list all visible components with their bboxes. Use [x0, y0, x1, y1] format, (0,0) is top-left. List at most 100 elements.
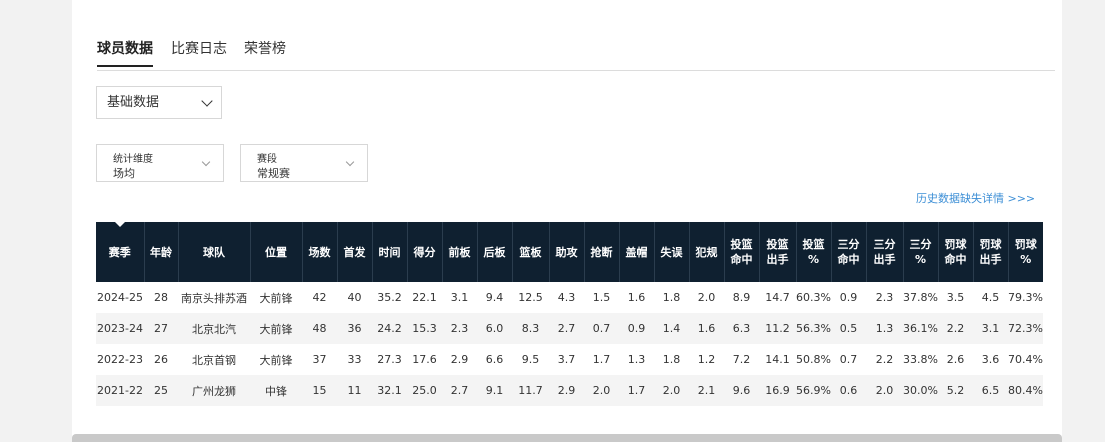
column-header[interactable]: 前板	[442, 222, 478, 282]
table-cell: 1.6	[689, 313, 724, 344]
column-header[interactable]: 罚球 命中	[938, 222, 974, 282]
table-cell: 1.7	[592, 353, 611, 366]
column-header[interactable]: 投篮 出手	[759, 222, 797, 282]
column-header[interactable]: 投篮 命中	[724, 222, 760, 282]
table-cell: 56.3%	[796, 313, 831, 344]
column-header[interactable]: 三分 出手	[866, 222, 904, 282]
table-row: 2022-23 26 北京首钢 大前锋 37 33 27.3 17.6 2.9 6.6 9.5 3.7…	[96, 344, 1043, 375]
table-cell: 4.3	[557, 291, 576, 304]
table-cell: 33.8%	[903, 353, 938, 366]
column-header[interactable]: 罚球%	[1008, 222, 1043, 282]
table-cell: 1.5	[592, 291, 611, 304]
table-cell: 1.3	[627, 353, 646, 366]
history-data-missing-link[interactable]: 历史数据缺失详情 >>>	[916, 192, 1036, 205]
table-cell: 42	[312, 291, 327, 304]
table-cell: 9.4	[485, 291, 504, 304]
column-header[interactable]: 抢断	[584, 222, 620, 282]
table-cell: 9.5	[521, 353, 540, 366]
column-header[interactable]: 盖帽	[619, 222, 655, 282]
filter-stat-dimension[interactable]: 统计维度 场均	[96, 144, 224, 182]
table-cell: 南京头排苏酒	[181, 291, 247, 305]
table-cell: 40	[347, 291, 362, 304]
column-header[interactable]: 投篮%	[796, 222, 832, 282]
column-header[interactable]: 年龄	[144, 222, 179, 282]
column-header[interactable]: 失误	[654, 222, 690, 282]
table-cell: 9.6	[724, 375, 759, 406]
table-cell: 37.8%	[903, 291, 938, 304]
tab-bar: 球员数据 比赛日志 荣誉榜	[97, 38, 1055, 71]
column-header[interactable]: 助攻	[549, 222, 585, 282]
column-header[interactable]: 位置	[250, 222, 303, 282]
column-header[interactable]: 犯规	[689, 222, 725, 282]
table-cell: 56.9%	[796, 375, 831, 406]
table-cell: 4.5	[981, 291, 1000, 304]
table-cell: 0.7	[584, 313, 619, 344]
column-header[interactable]: 后板	[477, 222, 513, 282]
column-header[interactable]: 场数	[302, 222, 338, 282]
filter-season-stage[interactable]: 赛段 常规赛	[240, 144, 368, 182]
table-cell: 12.5	[518, 291, 543, 304]
column-header[interactable]: 篮板	[512, 222, 550, 282]
horizontal-scrollbar[interactable]	[72, 434, 1062, 442]
table-cell: 24.2	[372, 313, 407, 344]
stat-type-select[interactable]: 基础数据	[96, 86, 222, 119]
table-cell: 2.2	[938, 313, 973, 344]
table-cell: 2021-22	[96, 375, 144, 406]
table-cell: 2.0	[584, 375, 619, 406]
table-cell: 70.4%	[1008, 353, 1043, 366]
table-cell: 2.0	[654, 375, 689, 406]
column-header[interactable]: 球队	[178, 222, 251, 282]
column-header[interactable]: 得分	[407, 222, 443, 282]
table-cell: 15.3	[407, 313, 442, 344]
table-cell: 35.2	[377, 291, 402, 304]
chevron-down-icon	[201, 95, 213, 107]
table-cell: 2.7	[442, 375, 477, 406]
column-header[interactable]: 首发	[337, 222, 373, 282]
tab-honors[interactable]: 荣誉榜	[244, 41, 286, 57]
table-cell: 2.0	[697, 291, 716, 304]
tab-player-stats[interactable]: 球员数据	[97, 38, 153, 68]
table-row: 2024-25 28 南京头排苏酒 大前锋 42 40 35.2 22.1 3.1 9.4 12.5…	[96, 282, 1043, 313]
column-header[interactable]: 三分 命中	[831, 222, 867, 282]
table-cell: 2.7	[549, 313, 584, 344]
player-stats-table: 赛季 年龄 球队 位置 场数 首发 时间 得分 前板 后板 篮板 助攻 抢断 盖帽 失误 犯规 投篮 命中 投篮 出手…	[96, 221, 1043, 406]
table-cell: 25.0	[407, 375, 442, 406]
table-cell: 30.0%	[903, 375, 938, 406]
table-cell: 8.9	[732, 291, 751, 304]
table-cell: 72.3%	[1008, 313, 1043, 344]
table-cell: 0.9	[839, 291, 858, 304]
table-cell: 0.9	[619, 313, 654, 344]
column-header[interactable]: 时间	[372, 222, 408, 282]
filter-value: 常规赛	[257, 167, 290, 180]
table-cell: 14.1	[765, 353, 790, 366]
table-cell: 15	[302, 375, 337, 406]
table-cell: 1.7	[619, 375, 654, 406]
column-header[interactable]: 赛季	[96, 221, 145, 282]
table-cell: 8.3	[512, 313, 549, 344]
tab-game-log[interactable]: 比赛日志	[171, 41, 227, 57]
table-cell: 3.1	[973, 313, 1008, 344]
table-cell: 26	[154, 353, 168, 366]
content-card	[72, 0, 1062, 442]
column-header[interactable]: 罚球 出手	[973, 222, 1009, 282]
chevron-down-icon	[345, 157, 355, 167]
column-header[interactable]: 三分%	[903, 222, 939, 282]
table-cell: 2023-24	[96, 313, 144, 344]
table-cell: 14.7	[765, 291, 790, 304]
table-cell: 广州龙狮	[178, 375, 250, 406]
chevron-down-icon	[201, 157, 211, 167]
table-cell: 0.6	[831, 375, 866, 406]
table-cell: 1.2	[697, 353, 716, 366]
table-cell: 2.0	[866, 375, 903, 406]
table-cell: 22.1	[412, 291, 437, 304]
table-cell: 1.3	[866, 313, 903, 344]
table-cell: 大前锋	[259, 353, 293, 367]
table-cell: 1.8	[662, 353, 681, 366]
filter-label: 赛段	[257, 154, 277, 165]
table-cell: 11	[337, 375, 372, 406]
table-cell: 2.9	[549, 375, 584, 406]
table-cell: 2.9	[450, 353, 469, 366]
table-cell: 60.3%	[796, 291, 831, 304]
table-cell: 6.6	[485, 353, 504, 366]
table-cell: 0.7	[839, 353, 858, 366]
